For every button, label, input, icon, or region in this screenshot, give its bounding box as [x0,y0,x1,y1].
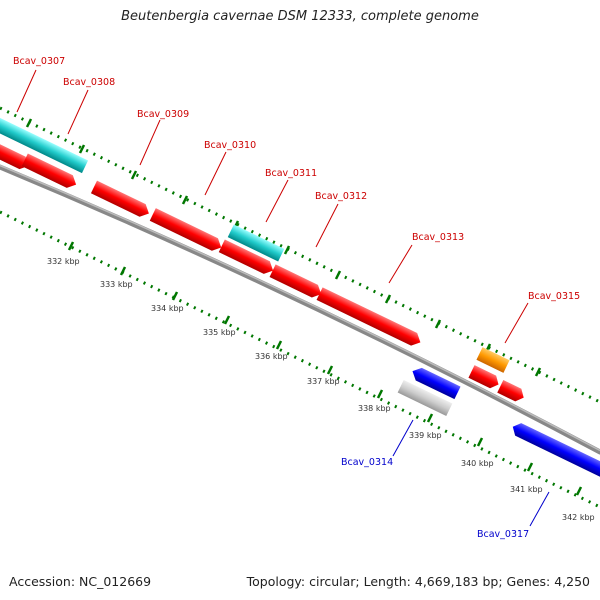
gene-bcav-0310[interactable] [149,208,225,254]
gene-arrow [316,287,421,346]
gene-label-bcav-0313[interactable]: Bcav_0313 [412,232,464,243]
inner-major-tick [426,413,434,423]
gene-bcav-0317[interactable] [510,420,600,484]
inner-major-tick [575,486,583,496]
gene-bcav-0311[interactable] [218,239,276,277]
pseudogene-bar [397,379,453,417]
scale-label: 334 kbp [151,304,184,313]
leader-lines [16,69,550,527]
scale-label: 342 kbp [562,513,595,522]
outer-major-tick [534,367,542,377]
inner-major-tick [326,365,334,375]
gene-arrow [512,423,600,484]
leader-line-bcav-0313 [388,244,413,284]
rna-bar [227,224,285,262]
gene-arrow [476,347,510,373]
scale-label: 333 kbp [100,280,133,289]
gene-arrow [218,239,274,274]
outer-major-tick [334,270,342,280]
outer-major-tick [283,245,291,255]
gene-bcav-0307[interactable] [0,132,32,173]
pseudogene-bcav-0314[interactable] [397,379,453,417]
scale-label: 336 kbp [255,352,288,361]
inner-major-tick [376,389,384,399]
scale-label: 339 kbp [409,431,442,440]
leader-line-bcav-0309 [139,119,161,166]
gene-bcav-0308[interactable] [21,153,79,191]
inner-tick-track [0,210,600,509]
gene-label-bcav-0307[interactable]: Bcav_0307 [13,56,65,67]
outer-major-tick [130,170,138,180]
gene-arrow [149,208,222,251]
gene-label-bcav-0308[interactable]: Bcav_0308 [63,77,115,88]
outer-major-tick [384,294,392,304]
inner-major-tick [171,291,179,301]
leader-line-bcav-0317 [529,491,550,527]
gene-arrow [412,367,461,400]
gene-arrow [0,132,29,170]
gene-label-bcav-0312[interactable]: Bcav_0312 [315,191,367,202]
rna-bcav-0311[interactable] [227,224,285,262]
outer-major-tick [78,144,86,154]
leader-line-bcav-0312 [315,203,339,248]
scale-label: 337 kbp [307,377,340,386]
leader-line-bcav-0314 [392,419,414,457]
gene-arrow [21,153,77,188]
scale-label: 332 kbp [47,257,80,266]
gene-label-bcav-0309[interactable]: Bcav_0309 [137,109,189,120]
gene-label-bcav-0315[interactable]: Bcav_0315 [528,291,580,302]
outer-tick-dots [0,106,600,404]
outer-major-tick [25,118,33,128]
inner-major-tick [223,315,231,325]
genome-title: Beutenbergia cavernae DSM 12333, complet… [121,9,479,24]
gene-bcav-0309[interactable] [90,180,152,220]
gene-arrow [90,180,149,217]
gene-bcav-0312[interactable] [269,264,325,300]
scale-label: 335 kbp [203,328,236,337]
rna-bcav-0307[interactable] [0,116,89,174]
inner-major-tick [67,241,75,251]
gene-labels: Bcav_0307 Bcav_0308 Bcav_0309 Bcav_0310 … [13,56,580,540]
gene-bcav-0314[interactable] [409,365,461,400]
outer-major-tick [181,195,189,205]
genome-backbone-highlight [0,164,600,452]
rna-bar [0,116,89,174]
gene-bcav-0313[interactable] [316,287,424,348]
gene-arrow [497,380,524,402]
gene-label-bcav-0311[interactable]: Bcav_0311 [265,168,317,179]
gene-arrow [269,264,322,298]
genome-backbone [0,164,600,455]
leader-line-bcav-0311 [265,179,289,223]
outer-tick-track [0,106,600,404]
genome-summary-text: Topology: circular; Length: 4,669,183 bp… [246,574,590,589]
gene-label-bcav-0310[interactable]: Bcav_0310 [204,140,256,151]
scale-label: 340 kbp [461,459,494,468]
inner-major-tick [476,437,484,447]
scale-label: 341 kbp [510,485,543,494]
gene-arrow [468,365,499,389]
inner-major-tick [119,266,127,276]
scale-label: 338 kbp [358,404,391,413]
accession-text: Accession: NC_012669 [9,574,152,589]
gene-bcav-0316-b[interactable] [497,380,527,404]
gene-bcav-0315[interactable] [476,347,510,373]
inner-major-tick [275,340,283,350]
inner-major-tick [526,462,534,472]
leader-line-bcav-0307 [16,69,37,113]
leader-line-bcav-0315 [504,302,529,344]
gene-label-bcav-0314[interactable]: Bcav_0314 [341,457,393,468]
leader-line-bcav-0308 [67,89,89,135]
gene-bcav-0316-a[interactable] [468,365,501,391]
gene-label-bcav-0317[interactable]: Bcav_0317 [477,529,529,540]
scale-labels: 332 kbp 333 kbp 334 kbp 335 kbp 336 kbp … [47,257,595,522]
outer-major-tick [434,319,442,329]
leader-line-bcav-0310 [204,151,227,196]
